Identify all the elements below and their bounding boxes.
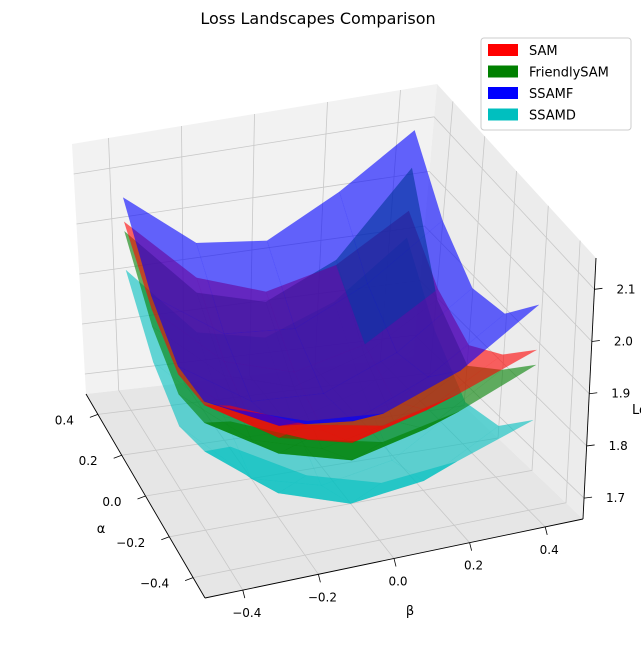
legend-swatch-ssamd <box>488 108 518 121</box>
surface-face-ssamd <box>179 425 279 494</box>
x-tick-label: 0.4 <box>55 413 74 427</box>
legend-label-ssamf: SSAMF <box>529 87 573 102</box>
z-axis-line <box>582 257 597 520</box>
x-axis-label: α <box>97 522 106 537</box>
grid-line-x <box>193 240 581 578</box>
legend-label-friendlysam: FriendlySAM <box>529 66 609 81</box>
surface-face-ssamf <box>203 401 308 427</box>
grid-line-y <box>108 137 244 591</box>
surface-face-sam <box>352 393 460 444</box>
x-tick-label: 0.0 <box>102 495 121 509</box>
y-axis-label: β <box>406 604 414 619</box>
grid-line-x <box>169 205 549 538</box>
z-tick-mark <box>583 496 593 499</box>
z-tick-label: 1.9 <box>611 387 630 401</box>
x-tick-mark <box>137 495 146 500</box>
surface-face-ssamd <box>203 446 307 494</box>
surface-face-ssamd <box>277 475 383 504</box>
x-tick-label: −0.4 <box>140 577 169 591</box>
legend-swatch-sam <box>488 44 518 56</box>
tick-labels: 0.4 0.2 0.0 −0.2 −0.4 0.4 0.2 0.0 −0.2 −0.4 1.7 1.8… <box>55 282 636 620</box>
z-tick-label: 1.7 <box>606 491 625 505</box>
legend-swatch-ssamf <box>488 87 518 99</box>
z-tick-label: 2.1 <box>616 282 635 296</box>
y-tick-label: −0.4 <box>232 606 261 620</box>
surface-face-ssamf <box>352 370 461 422</box>
y-tick-mark <box>242 590 246 599</box>
legend-label-sam: SAM <box>529 44 558 59</box>
grid-line-z <box>73 116 595 290</box>
x-tick-mark <box>184 577 194 581</box>
x-tick-mark <box>113 454 122 459</box>
surface-face-ssamd <box>350 461 457 504</box>
y-tick-mark <box>544 526 548 535</box>
legend-label-ssamd: SSAMD <box>529 109 576 124</box>
surface-face-ssamf <box>339 129 443 285</box>
x-tick-label: 0.2 <box>79 454 98 468</box>
surface-face-friendlysam <box>351 411 460 461</box>
x-tick-label: −0.2 <box>116 536 145 550</box>
surface-face-ssamf <box>122 196 225 335</box>
z-tick-label: 2.0 <box>614 335 633 349</box>
y-tick-mark <box>393 558 397 567</box>
y-tick-label: −0.2 <box>308 590 337 604</box>
legend: SAM FriendlySAM SSAMF SSAMD <box>480 37 632 131</box>
y-tick-mark <box>318 574 321 583</box>
x-tick-mark <box>89 414 99 418</box>
legend-swatch-friendlysam <box>488 65 518 78</box>
surfaces <box>122 129 540 504</box>
y-tick-label: 0.0 <box>388 575 407 589</box>
surface-face-friendlysam <box>425 364 537 430</box>
z-tick-label: 1.8 <box>609 439 628 453</box>
z-tick-mark <box>589 392 598 395</box>
chart-title: Loss Landscapes Comparison <box>200 9 435 28</box>
surface-face-friendlysam <box>277 438 384 461</box>
z-tick-mark <box>586 444 595 447</box>
x-tick-mark <box>161 536 170 541</box>
y-tick-label: 0.2 <box>464 559 483 573</box>
z-tick-mark <box>594 287 603 290</box>
grid-line-z <box>76 170 593 342</box>
legend-frame <box>480 37 632 131</box>
y-tick-mark <box>469 542 472 551</box>
z-tick-mark <box>591 340 600 342</box>
y-tick-label: 0.4 <box>540 543 559 557</box>
z-axis-label: Loss <box>632 403 641 418</box>
